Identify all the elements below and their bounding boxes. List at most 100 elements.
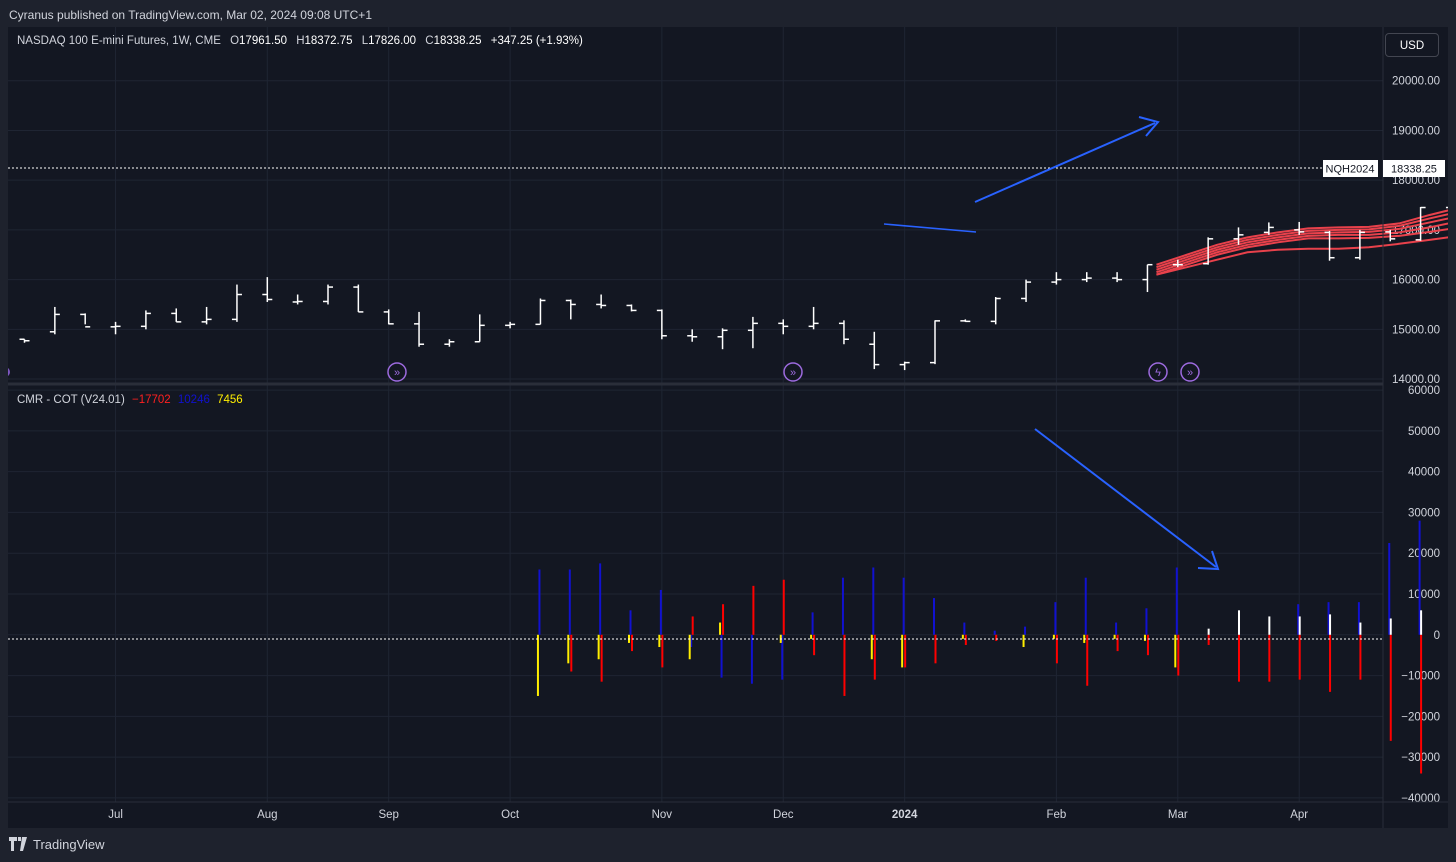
- time-tick-label: Apr: [1290, 809, 1308, 821]
- high-label: H: [296, 35, 305, 47]
- currency-button[interactable]: USD: [1385, 33, 1439, 57]
- ohlc-bar: [1324, 230, 1335, 261]
- moving-average-2: [1156, 228, 1448, 276]
- ohlc-bar: [383, 309, 394, 325]
- ohlc-bar: [292, 294, 303, 305]
- cot-week: [1143, 608, 1149, 656]
- ohlc-bar: [626, 304, 637, 312]
- chart-frame[interactable]: 20000.00 19000.00 18000.00 17000.00 16000.00…: [8, 27, 1448, 828]
- cot-down-arrow-head: [1197, 550, 1220, 571]
- ohlc-bar: [656, 309, 667, 340]
- cot-week: [1052, 602, 1058, 664]
- low-value: 17826.00: [368, 35, 417, 47]
- time-tick-label: Feb: [1046, 809, 1066, 821]
- cot-week: [597, 563, 603, 682]
- ohlc-bar: [49, 306, 60, 335]
- ohlc-bar: [778, 319, 789, 335]
- chart-canvas[interactable]: 20000.0019000.0018000.0017000.0016000.00…: [8, 27, 1448, 828]
- ohlc-bar: [1385, 229, 1396, 242]
- cot-week: [933, 598, 937, 664]
- ohlc-bars: [19, 206, 1448, 371]
- last-price-tag: NQH2024 18338.25: [1323, 160, 1445, 177]
- price-change: +347.25 (+1.93%): [490, 35, 583, 47]
- grid-lines: [8, 27, 1383, 802]
- time-tick-label: Mar: [1168, 809, 1188, 821]
- cot-week: [688, 616, 694, 660]
- ohlc-bar: [1294, 221, 1305, 235]
- time-tick-label: Dec: [773, 809, 794, 821]
- moving-average-4: [1156, 217, 1448, 271]
- ohlc-bar: [1203, 237, 1214, 265]
- ohlc-bar: [474, 314, 485, 343]
- footer-bar: [0, 830, 1456, 862]
- lightning-icon: ϟ: [1155, 367, 1161, 379]
- ohlc-bar: [1233, 227, 1244, 245]
- tradingview-logo-icon: [9, 837, 27, 851]
- cot-tick-label: 20000: [1408, 548, 1440, 560]
- symbol-tag-text: NQH2024: [1326, 164, 1375, 176]
- time-tick-label: Jul: [108, 809, 123, 821]
- ohlc-bar: [414, 311, 425, 347]
- cot-week: [1174, 567, 1180, 676]
- moving-average-3: [1156, 222, 1448, 274]
- tradingview-brand[interactable]: TradingView: [9, 837, 105, 852]
- time-axis: Jul Aug Sep Oct Nov Dec 2024 Feb Mar Apr: [108, 809, 1308, 821]
- header-bar: [0, 0, 1456, 28]
- forward-icon: »: [790, 367, 796, 379]
- ohlc-bar: [869, 331, 880, 370]
- ohlc-bar: [565, 299, 576, 320]
- cot-legend[interactable]: CMR - COT (V24.01) −17702 10246 7456: [17, 394, 243, 406]
- cot-week: [1022, 626, 1027, 648]
- cot-histogram: [536, 520, 1423, 774]
- cot-tick-label: 50000: [1408, 426, 1440, 438]
- price-legend[interactable]: NASDAQ 100 E-mini Futures, 1W, CME O1796…: [17, 35, 583, 47]
- ohlc-bar: [808, 306, 819, 330]
- price-tick-label: 20000.00: [1392, 76, 1440, 88]
- cot-week: [961, 622, 967, 645]
- brand-name: TradingView: [33, 837, 105, 852]
- ohlc-bar: [323, 284, 333, 305]
- forward-icon: »: [1187, 367, 1193, 379]
- low-label: L: [361, 35, 369, 47]
- ohlc-bar: [444, 339, 455, 347]
- cot-week: [536, 569, 541, 696]
- cot-week: [993, 630, 998, 641]
- ohlc-bar: [687, 329, 698, 342]
- ohlc-bar: [1112, 272, 1123, 283]
- cot-week: [750, 585, 755, 684]
- event-marker-sep: »: [387, 362, 407, 382]
- ohlc-bar: [110, 321, 121, 335]
- ohlc-bar: [747, 316, 758, 349]
- ohlc-bar: [1142, 263, 1153, 293]
- cot-week: [567, 569, 573, 672]
- ohlc-bar: [990, 297, 1001, 325]
- dividend-marker-left: [8, 368, 10, 376]
- cot-week: [810, 612, 816, 656]
- ohlc-bar: [80, 313, 91, 328]
- moving-average-5: [1156, 213, 1448, 269]
- symbol-tag-box: [1323, 160, 1378, 177]
- cot-value-red: −17702: [131, 394, 171, 406]
- price-tick-label: 14000.00: [1392, 374, 1440, 386]
- ohlc-bar: [960, 319, 971, 323]
- ohlc-bar: [262, 277, 273, 302]
- cot-tick-label: −40000: [1401, 793, 1440, 805]
- cot-week: [628, 610, 633, 652]
- ohlc-bar: [140, 310, 151, 330]
- price-tick-label: 16000.00: [1392, 275, 1440, 287]
- close-label: C: [425, 35, 434, 47]
- open-label: O: [230, 35, 240, 47]
- event-marker-earnings: ϟ: [1148, 362, 1168, 382]
- event-markers[interactable]: » » ϟ »: [8, 362, 1200, 382]
- ohlc-bar: [1021, 279, 1032, 302]
- cot-week: [1327, 602, 1332, 692]
- forward-icon: »: [394, 367, 400, 379]
- trend-annotations[interactable]: [883, 116, 1220, 571]
- time-tick-label: Oct: [501, 809, 520, 821]
- time-tick-label: 2024: [892, 809, 918, 821]
- price-divergence-line: [883, 223, 977, 233]
- price-tick-label: 19000.00: [1392, 125, 1440, 137]
- ohlc-bar: [899, 361, 910, 371]
- cot-value-blue: 10246: [177, 394, 210, 406]
- event-marker-mar: »: [1180, 362, 1200, 382]
